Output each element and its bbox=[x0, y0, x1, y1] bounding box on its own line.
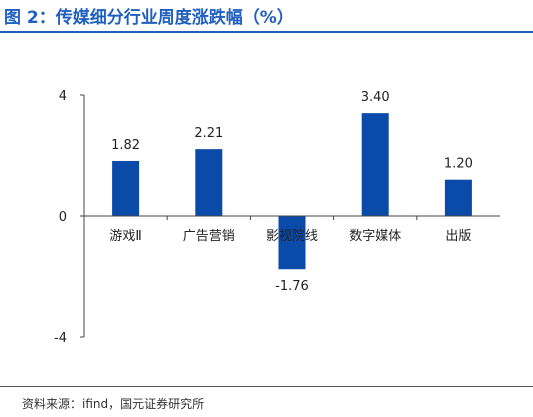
category-label: 出版 bbox=[445, 229, 471, 244]
value-label: 1.82 bbox=[111, 138, 140, 153]
category-label: 广告营销 bbox=[183, 229, 235, 244]
category-label: 影视院线 bbox=[266, 229, 318, 244]
category-label: 游戏Ⅱ bbox=[109, 229, 141, 244]
value-label: 2.21 bbox=[194, 126, 223, 141]
y-tick-label: 4 bbox=[59, 89, 67, 104]
bar-chart: 4 0 -4 1.82 游戏Ⅱ 2.21 广告营销 -1.76 影视院线 3.40 数字媒体 1.2… bbox=[54, 89, 500, 346]
value-label: 1.20 bbox=[444, 157, 473, 172]
bar bbox=[195, 149, 223, 216]
value-label: 3.40 bbox=[361, 90, 390, 105]
y-tick-label: 0 bbox=[59, 210, 67, 225]
source-note: 资料来源：ifind，国元证券研究所 bbox=[22, 397, 205, 411]
bar bbox=[361, 113, 389, 216]
chart-title: 图 2：传媒细分行业周度涨跌幅（%） bbox=[4, 8, 294, 28]
bar bbox=[278, 216, 306, 270]
bar bbox=[112, 160, 140, 216]
y-tick-label: -4 bbox=[54, 331, 67, 346]
bar bbox=[444, 179, 472, 216]
source-divider bbox=[0, 386, 533, 387]
category-label: 数字媒体 bbox=[349, 229, 401, 244]
title-divider bbox=[0, 31, 533, 33]
value-label: -1.76 bbox=[275, 279, 309, 294]
